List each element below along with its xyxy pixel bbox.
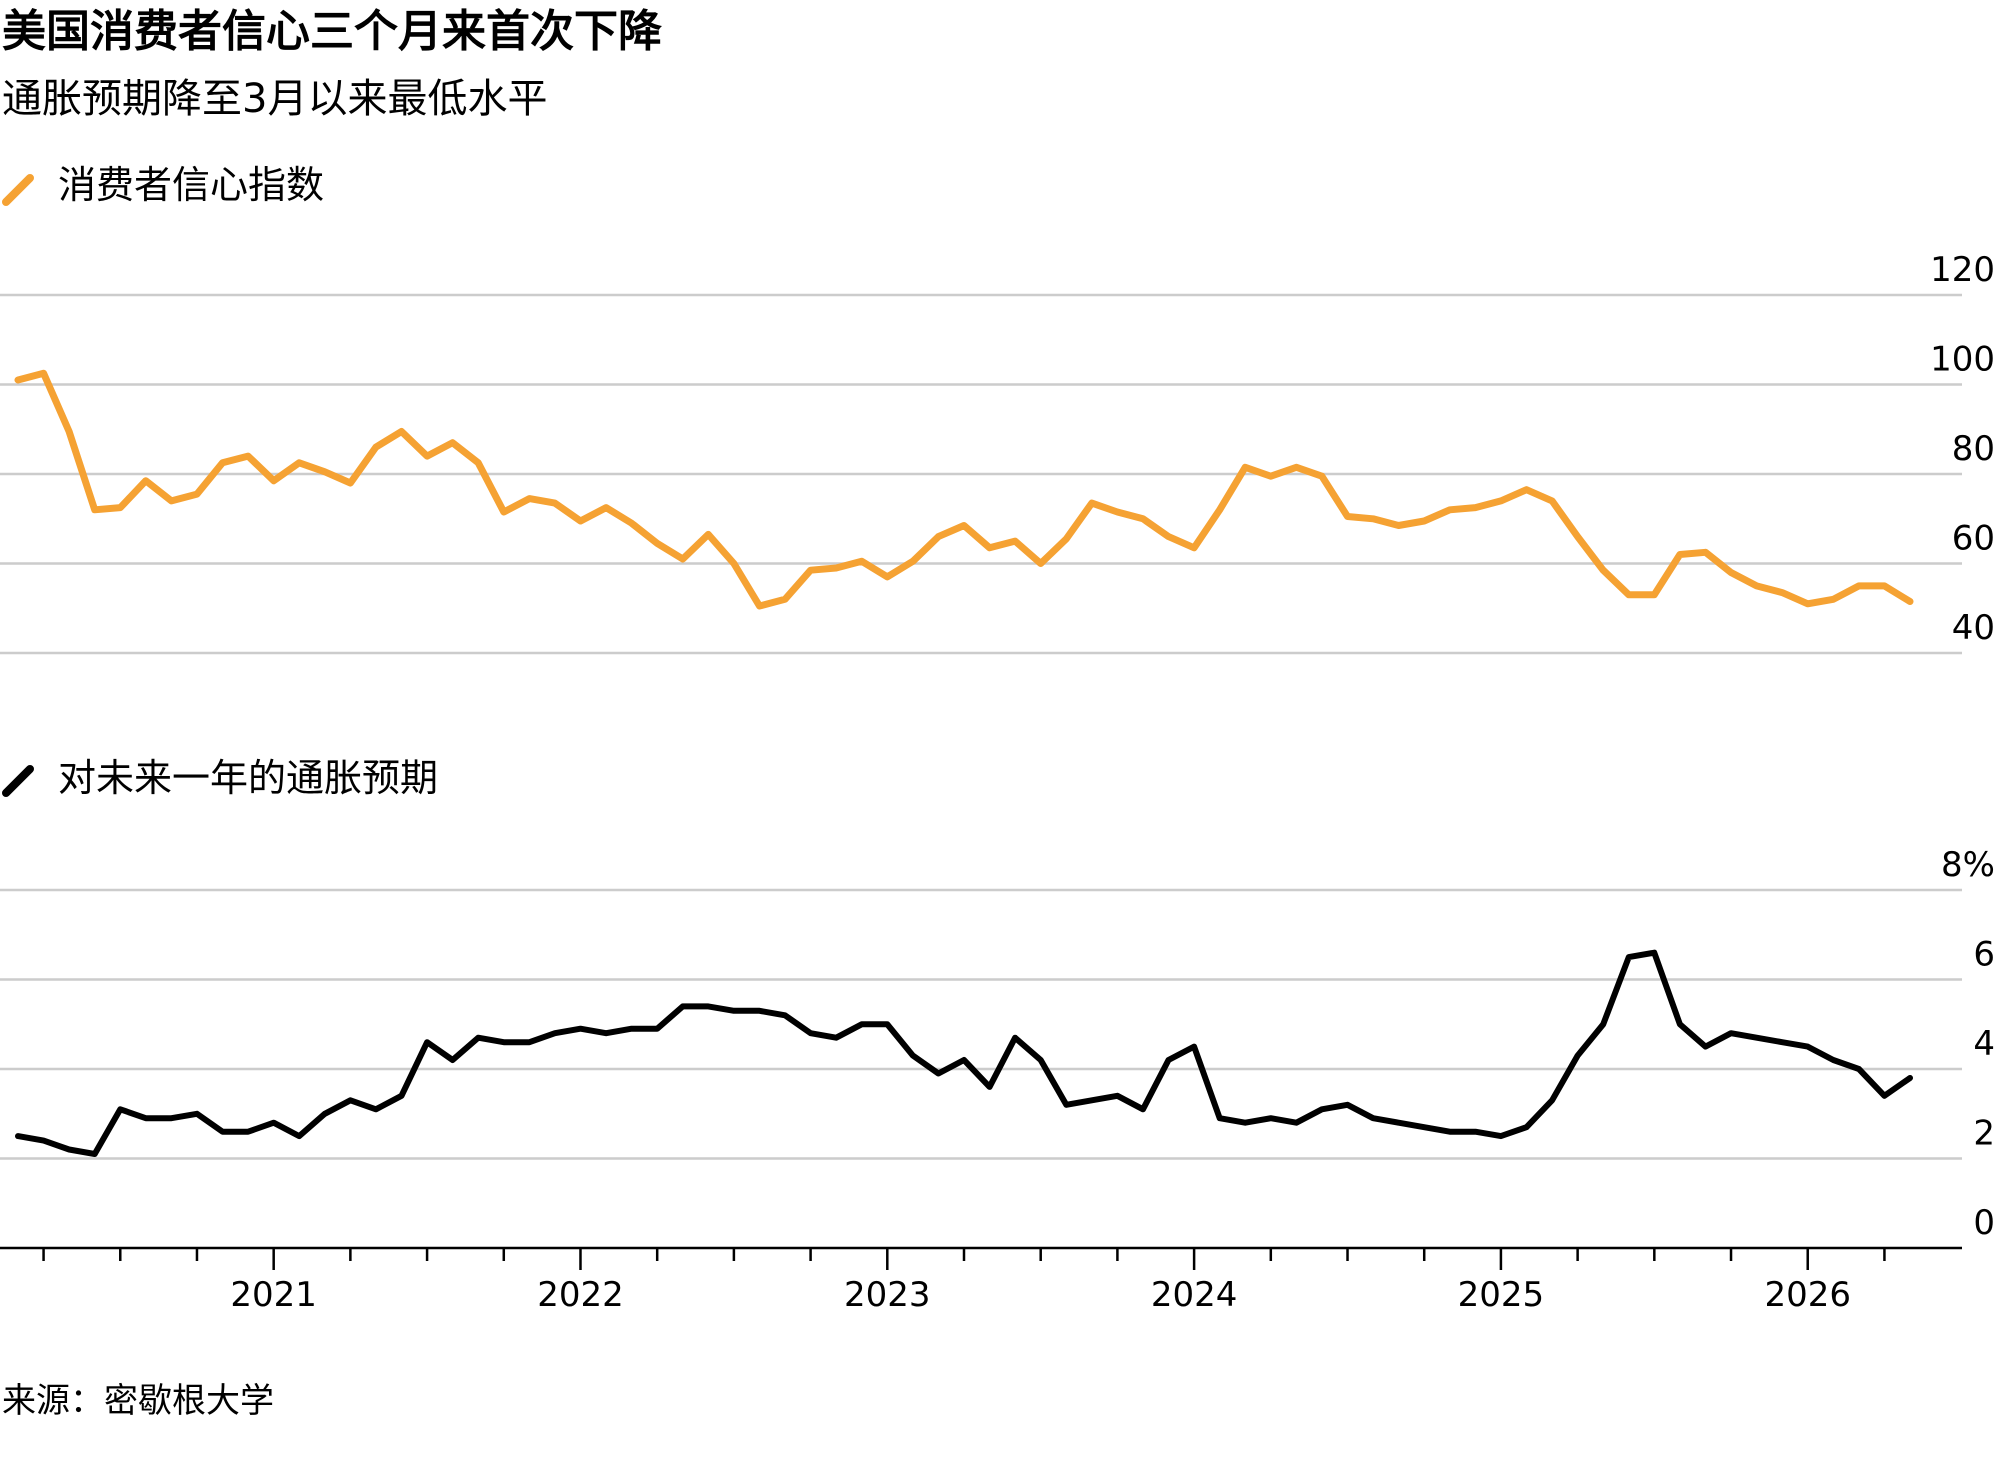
source-note: 来源：密歇根大学	[2, 1381, 274, 1421]
y-tick-label: 100	[1930, 340, 1995, 380]
x-tick-label: 2026	[1764, 1275, 1851, 1315]
chart-title: 美国消费者信心三个月来首次下降	[2, 6, 662, 57]
y-tick-label: 80	[1952, 429, 1995, 469]
y-tick-label: 6	[1973, 935, 1995, 975]
x-tick-label: 2025	[1458, 1275, 1545, 1315]
series-line-inflation	[15, 949, 1913, 1157]
y-tick-label: 8%	[1941, 845, 1995, 885]
y-tick-label: 2	[1973, 1114, 1995, 1154]
y-tick-label: 4	[1973, 1024, 1995, 1064]
inflation-panel: 8% 6 4 2 0	[0, 845, 1995, 1250]
legend-inflation: 对未来一年的通胀预期	[2, 756, 438, 800]
legend-label-inflation: 对未来一年的通胀预期	[58, 756, 438, 800]
legend-sentiment: 消费者信心指数	[2, 163, 324, 207]
chart-subtitle: 通胀预期降至3月以来最低水平	[2, 76, 547, 122]
x-axis: 2021 2022 2023 2024 2025 2026	[42, 1248, 1886, 1315]
y-tick-label: 120	[1930, 250, 1995, 290]
legend-swatch-inflation	[2, 765, 34, 797]
legend-label-sentiment: 消费者信心指数	[58, 163, 324, 207]
legend-swatch-sentiment	[2, 174, 34, 206]
series-line-sentiment	[14, 369, 1914, 610]
y-tick-label: 0	[1973, 1203, 1995, 1243]
sentiment-panel: 120 100 80 60 40	[0, 250, 1995, 655]
y-tick-label: 60	[1952, 519, 1995, 559]
y-tick-label: 40	[1952, 608, 1995, 648]
x-tick-label: 2022	[537, 1275, 624, 1315]
x-tick-label: 2023	[844, 1275, 931, 1315]
x-tick-label: 2021	[230, 1275, 317, 1315]
x-tick-label: 2024	[1151, 1275, 1238, 1315]
